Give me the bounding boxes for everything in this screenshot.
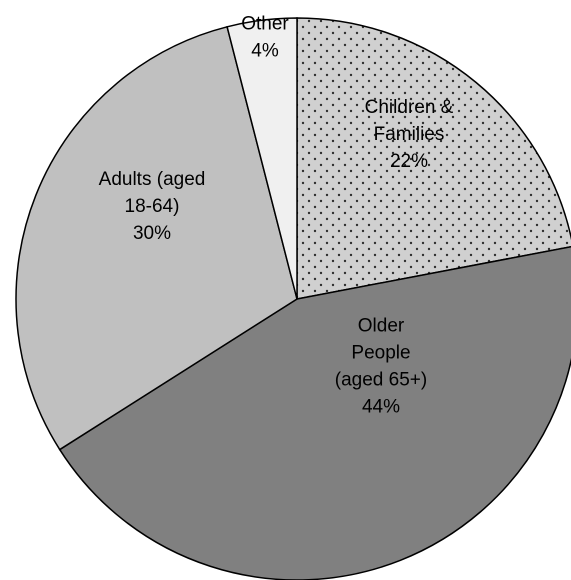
- pie-slice-label-line-2: 18-64): [125, 196, 180, 217]
- pie-slice-label-line-0: Children &: [365, 97, 454, 118]
- pie-slice-label-3: Other 4%: [241, 14, 289, 62]
- pie-slice-label-line-3: Other: [241, 14, 289, 35]
- pie-slice-value-0: 22%: [390, 151, 428, 172]
- pie-slices: [15, 17, 571, 580]
- pie-slice-label-line-1: (aged 65+): [335, 370, 427, 391]
- pie-slice-label-line-2: Adults (aged: [99, 169, 206, 190]
- pie-slice-2: [15, 25, 298, 451]
- pie-slice-1: [58, 245, 571, 580]
- pie-slice-label-1: Older People (aged 65+) 44%: [335, 316, 427, 418]
- pie-slice-label-0: Children & Families 22%: [365, 97, 454, 172]
- pie-slice-value-3: 4%: [251, 41, 279, 62]
- pie-slice-label-line-1: People: [351, 343, 410, 364]
- pie-slice-label-2: Adults (aged 18-64) 30%: [99, 169, 206, 244]
- pie-slice-label-line-0: Families: [374, 124, 445, 145]
- pie-slice-0: [296, 17, 571, 300]
- pie-labels: Children & Families 22% Older People (aged 65…: [99, 14, 454, 418]
- pie-slice-label-line-1: Older: [358, 316, 405, 337]
- pie-slice-3: [226, 17, 298, 300]
- pie-slice-value-2: 30%: [133, 223, 171, 244]
- pie-slice-value-1: 44%: [362, 397, 400, 418]
